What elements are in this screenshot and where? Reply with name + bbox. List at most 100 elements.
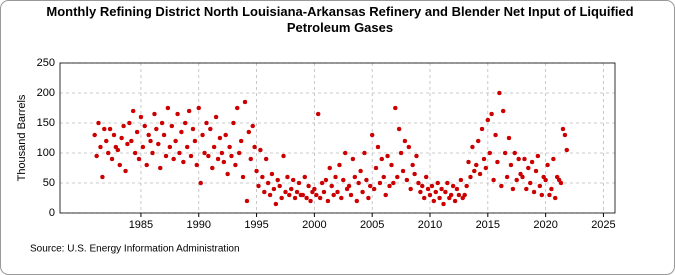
point: [200, 132, 205, 138]
point: [450, 183, 456, 189]
point: [290, 177, 296, 183]
plot-border: [59, 62, 616, 214]
point: [364, 177, 369, 183]
point: [564, 147, 570, 153]
point: [221, 159, 227, 165]
x-tick-label: 1985: [129, 219, 153, 231]
point: [186, 108, 192, 114]
y-tick-label: 100: [37, 147, 55, 159]
point: [342, 150, 348, 156]
point: [360, 189, 365, 195]
point: [148, 138, 153, 144]
point: [383, 192, 388, 198]
point: [514, 177, 519, 183]
point: [292, 195, 298, 201]
point: [377, 180, 383, 186]
point: [339, 195, 344, 201]
point: [558, 180, 564, 186]
point: [479, 126, 485, 132]
point: [348, 192, 354, 198]
point: [346, 183, 352, 189]
point: [194, 162, 200, 168]
point: [246, 129, 252, 135]
point: [375, 144, 381, 150]
point: [227, 144, 232, 150]
point: [244, 198, 250, 204]
point: [190, 126, 196, 132]
point: [335, 189, 340, 195]
point: [562, 132, 568, 138]
point: [258, 147, 263, 153]
point: [300, 192, 306, 198]
point: [456, 192, 462, 198]
point: [443, 189, 448, 195]
point: [281, 153, 286, 159]
point: [111, 132, 117, 138]
point: [219, 150, 225, 156]
point: [475, 138, 481, 144]
point: [181, 159, 186, 165]
point: [254, 168, 259, 174]
point: [393, 105, 398, 111]
point: [527, 180, 533, 186]
x-tick-label: 2010: [418, 219, 442, 231]
point: [526, 165, 531, 171]
point: [146, 132, 151, 138]
y-tick-label: 250: [37, 57, 55, 69]
point: [165, 105, 171, 111]
point: [483, 165, 489, 171]
point: [429, 183, 435, 189]
point: [358, 168, 363, 174]
point: [533, 168, 539, 174]
point: [102, 126, 107, 132]
point: [287, 192, 292, 198]
point: [389, 162, 394, 168]
point: [115, 147, 121, 153]
point: [435, 180, 440, 186]
point: [138, 114, 144, 120]
point: [421, 195, 427, 201]
point: [425, 186, 431, 192]
point: [213, 114, 219, 120]
point: [539, 192, 545, 198]
point: [398, 150, 404, 156]
point: [250, 123, 255, 129]
point: [416, 180, 421, 186]
point: [472, 168, 477, 174]
point: [273, 201, 279, 207]
point: [387, 183, 392, 189]
point: [215, 156, 221, 162]
point: [210, 165, 215, 171]
point: [188, 153, 194, 159]
point: [535, 153, 541, 159]
point: [202, 150, 207, 156]
point: [379, 156, 385, 162]
point: [464, 183, 469, 189]
point: [333, 174, 338, 180]
point: [152, 111, 157, 117]
point: [117, 162, 123, 168]
point: [223, 132, 228, 138]
point: [477, 171, 483, 177]
point: [92, 132, 97, 138]
point: [367, 183, 373, 189]
point: [560, 126, 566, 132]
point: [395, 174, 400, 180]
point: [448, 192, 454, 198]
point: [356, 180, 361, 186]
point: [458, 177, 464, 183]
point: [211, 144, 217, 150]
x-tick-label: 2025: [591, 219, 615, 231]
point: [161, 132, 167, 138]
point: [508, 162, 514, 168]
point: [354, 198, 360, 204]
point: [100, 174, 105, 180]
point: [142, 123, 148, 129]
source: Source: U.S. Energy Information Administ…: [30, 244, 240, 255]
point: [423, 174, 429, 180]
point: [263, 156, 269, 162]
x-tick-label: 2005: [360, 219, 384, 231]
point: [129, 138, 134, 144]
point: [439, 186, 444, 192]
point: [159, 120, 165, 126]
